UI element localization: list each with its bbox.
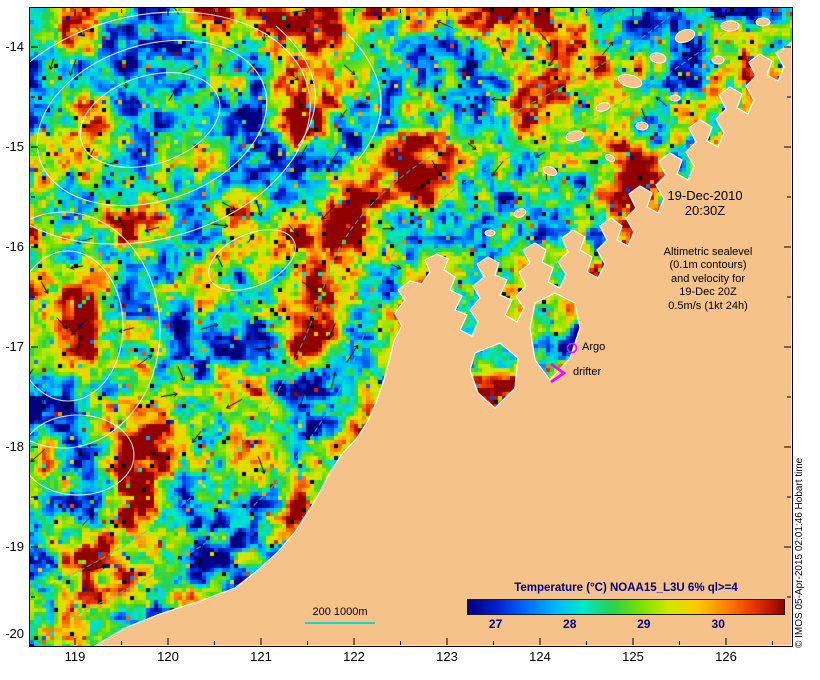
island [565,130,585,142]
sealevel-contour [30,11,311,245]
isobath-200m [69,27,731,619]
land-mass [93,41,792,646]
observation-markers [550,342,578,384]
isobath-legend: 200 1000m [288,606,392,624]
lon-tick-label: 123 [436,649,458,664]
sealevel-contour [275,25,316,147]
islands [484,17,771,237]
colorbar-tick: 27 [488,616,503,631]
sealevel-contour [30,414,135,496]
lon-tick-label: 122 [343,649,365,664]
map-plot-area: 19-Dec-2010 20:30Z Altimetric sealevel (… [29,7,793,647]
sealevel-contour [30,211,161,449]
altimetric-note-line: (0.1m contours) [669,259,747,272]
sealevel-contour [30,250,124,402]
island [484,229,496,237]
latitude-axis: -14 -15 -16 -17 -18 -19 -20 [0,0,27,680]
drifter-label: drifter [573,366,602,378]
lon-tick-label: 121 [250,649,272,664]
drifter-icon [550,362,567,384]
island [542,166,558,176]
map-overlay [30,11,792,646]
island [711,55,725,65]
colorbar-tick-labels: 27 28 29 30 [467,615,785,631]
isobath-sample-line [305,621,375,624]
sealevel-contour [36,39,268,207]
lat-tick-label: -14 [5,39,24,54]
sealevel-contour [208,229,296,291]
lat-tick-label: -19 [5,539,24,554]
lat-tick-label: -15 [5,139,24,154]
isobath-legend-label: 200 1000m [312,606,368,618]
island [513,208,527,218]
colorbar-title: Temperature (°C) NOAA15_L3U 6% ql>=4 [514,582,738,594]
lon-tick-label: 124 [529,649,551,664]
colorbar-tick: 30 [711,616,725,631]
island [669,94,681,102]
lon-tick-label: 119 [64,649,86,664]
island [635,121,649,131]
island [595,102,611,112]
island [617,73,643,89]
isobath-1000m [43,15,671,589]
isobath-contours [43,15,731,619]
timestamp-label: 19-Dec-2010 20:30Z [610,188,792,219]
altimetric-note-line: and velocity for [671,272,745,285]
altimetric-note: Altimetric sealevel (0.1m contours) and … [620,246,792,313]
lon-tick-label: 120 [157,649,179,664]
colorbar: Temperature (°C) NOAA15_L3U 6% ql>=4 27 … [467,582,785,631]
island [649,52,667,64]
lat-tick-label: -17 [5,339,24,354]
sealevel-contour [79,72,221,168]
altimetric-note-line: 0.5m/s (1kt 24h) [668,299,748,312]
lon-tick-label: 125 [622,649,644,664]
colorbar-gradient [467,598,785,615]
copyright-label: © IMOS 05-Apr-2015 02:01:46 Hobart time [794,457,805,648]
colorbar-tick: 28 [563,616,577,631]
altimetric-note-line: Altimetric sealevel [663,246,753,258]
lat-tick-label: -18 [5,439,24,454]
argo-float-icon [566,342,578,354]
argo-label: Argo [582,341,606,353]
altimetric-note-line: 19-Dec 20Z [679,286,737,299]
timestamp-time: 20:30Z [684,203,726,219]
island [755,17,771,27]
lat-tick-label: -16 [5,239,24,254]
lat-tick-label: -20 [5,626,24,641]
island [604,153,616,163]
sealevel-contour [347,33,382,161]
colorbar-tick: 29 [637,616,651,631]
timestamp-date: 19-Dec-2010 [667,188,743,203]
island [720,20,740,32]
island [674,28,696,44]
lon-tick-label: 126 [715,649,737,664]
sealevel-contours [30,11,382,496]
longitude-axis: 119 120 121 122 123 124 125 126 [0,649,820,671]
